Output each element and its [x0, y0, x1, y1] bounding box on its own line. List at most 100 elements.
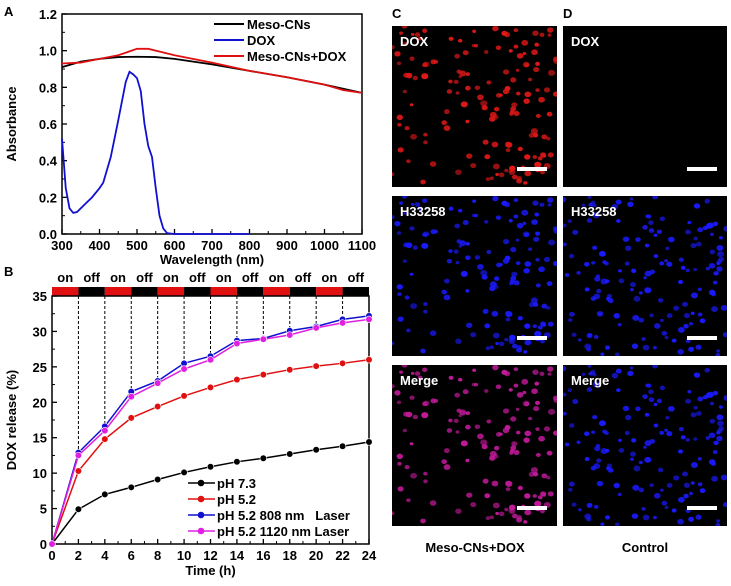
- cell-nucleus: [509, 281, 514, 286]
- cell-nucleus: [453, 418, 459, 424]
- cell-nucleus: [564, 273, 570, 277]
- cell-nucleus: [480, 100, 488, 107]
- cell-nucleus: [693, 203, 701, 209]
- data-point-ph-7-3: [154, 475, 162, 484]
- cell-nucleus: [687, 220, 692, 225]
- cell-nucleus: [534, 381, 540, 386]
- cell-nucleus: [446, 89, 453, 94]
- cell-nucleus: [602, 429, 607, 434]
- cell-nucleus: [687, 390, 692, 394]
- cell-nucleus: [448, 206, 454, 211]
- cell-nucleus: [533, 66, 540, 73]
- cell-nucleus: [460, 440, 468, 447]
- cell-nucleus: [491, 141, 499, 148]
- data-point-ph-7-3: [101, 490, 109, 499]
- laser-state-label: on: [57, 270, 73, 285]
- cell-nucleus: [588, 371, 593, 376]
- legend-marker: [197, 511, 205, 519]
- data-point-ph-7-3: [180, 468, 188, 477]
- cell-nucleus: [420, 348, 426, 354]
- plot-frame: [61, 13, 363, 235]
- legend-label: pH 5.2 808 nm Laser: [217, 508, 350, 523]
- cell-nucleus: [586, 502, 593, 508]
- data-point-ph-5-2-1120-nm-laser: [154, 379, 162, 387]
- cell-nucleus: [522, 390, 527, 395]
- data-point-ph-5-2: [365, 356, 373, 364]
- cell-nucleus: [422, 232, 428, 237]
- cell-nucleus: [615, 199, 622, 205]
- cell-nucleus: [531, 219, 538, 225]
- cell-nucleus: [409, 442, 414, 446]
- cell-nucleus: [631, 438, 637, 443]
- laser-state-label: on: [163, 270, 179, 285]
- cell-nucleus: [696, 411, 702, 416]
- cell-nucleus: [524, 91, 532, 98]
- x-tick-label: 8: [154, 548, 161, 563]
- cell-nucleus: [454, 392, 461, 398]
- cell-nucleus: [607, 298, 614, 304]
- laser-off-segment: [131, 287, 158, 296]
- cell-nucleus: [535, 427, 540, 432]
- cell-nucleus: [629, 366, 634, 370]
- cell-nucleus: [604, 448, 610, 453]
- cell-nucleus: [532, 200, 539, 206]
- cell-nucleus: [617, 322, 622, 327]
- cell-nucleus: [652, 515, 657, 520]
- data-point-ph-7-3: [338, 442, 347, 450]
- cell-nucleus: [521, 378, 529, 385]
- cell-nucleus: [680, 265, 686, 270]
- cell-nucleus: [510, 416, 517, 422]
- cell-nucleus: [666, 261, 673, 267]
- y-tick-label: 0: [40, 537, 47, 552]
- cell-nucleus: [671, 508, 677, 513]
- cell-nucleus: [470, 332, 477, 338]
- data-point-ph-7-3: [312, 446, 320, 454]
- x-tick-label: 4: [101, 548, 109, 563]
- cell-nucleus: [513, 198, 519, 203]
- x-axis-label: Wavelength (nm): [160, 252, 264, 267]
- x-tick-label: 600: [164, 238, 186, 253]
- laser-off-segment: [289, 287, 317, 296]
- cell-nucleus: [697, 396, 704, 402]
- cell-nucleus: [711, 306, 719, 313]
- cell-nucleus: [528, 416, 533, 421]
- cell-nucleus: [548, 69, 556, 76]
- cell-nucleus: [690, 412, 697, 418]
- cell-nucleus: [666, 482, 673, 488]
- cell-nucleus: [581, 203, 586, 207]
- cell-nucleus: [515, 261, 521, 266]
- cell-nucleus: [716, 435, 723, 442]
- cell-nucleus: [567, 388, 573, 393]
- cell-nucleus: [587, 196, 592, 199]
- cell-nucleus: [631, 513, 639, 519]
- cell-nucleus: [522, 51, 527, 56]
- cell-nucleus: [571, 332, 577, 337]
- y-tick-label: 25: [33, 360, 47, 375]
- cell-nucleus: [642, 394, 648, 399]
- x-tick-label: 16: [256, 548, 270, 563]
- cell-nucleus: [397, 316, 404, 322]
- x-tick-label: 400: [89, 238, 111, 253]
- cell-nucleus: [448, 249, 453, 253]
- cell-nucleus: [532, 155, 537, 159]
- cell-nucleus: [515, 91, 521, 96]
- cell-nucleus: [535, 400, 541, 405]
- cell-nucleus: [596, 311, 604, 317]
- cell-nucleus: [546, 475, 551, 480]
- cell-nucleus: [465, 255, 471, 261]
- cell-nucleus: [515, 68, 520, 72]
- cell-nucleus: [511, 343, 518, 349]
- cell-nucleus: [710, 232, 715, 237]
- cell-nucleus: [709, 249, 716, 255]
- y-tick-label: 0.2: [39, 190, 57, 205]
- cell-nucleus: [534, 161, 542, 168]
- cell-nucleus: [508, 338, 516, 345]
- data-point-ph-5-2-1120-nm-laser: [101, 427, 109, 435]
- x-tick-label: 800: [239, 238, 261, 253]
- cell-nucleus: [588, 202, 593, 207]
- cell-nucleus: [410, 472, 417, 479]
- cell-nucleus: [466, 153, 473, 159]
- cell-nucleus: [624, 261, 630, 266]
- cell-nucleus: [596, 288, 602, 294]
- cell-nucleus: [399, 201, 404, 205]
